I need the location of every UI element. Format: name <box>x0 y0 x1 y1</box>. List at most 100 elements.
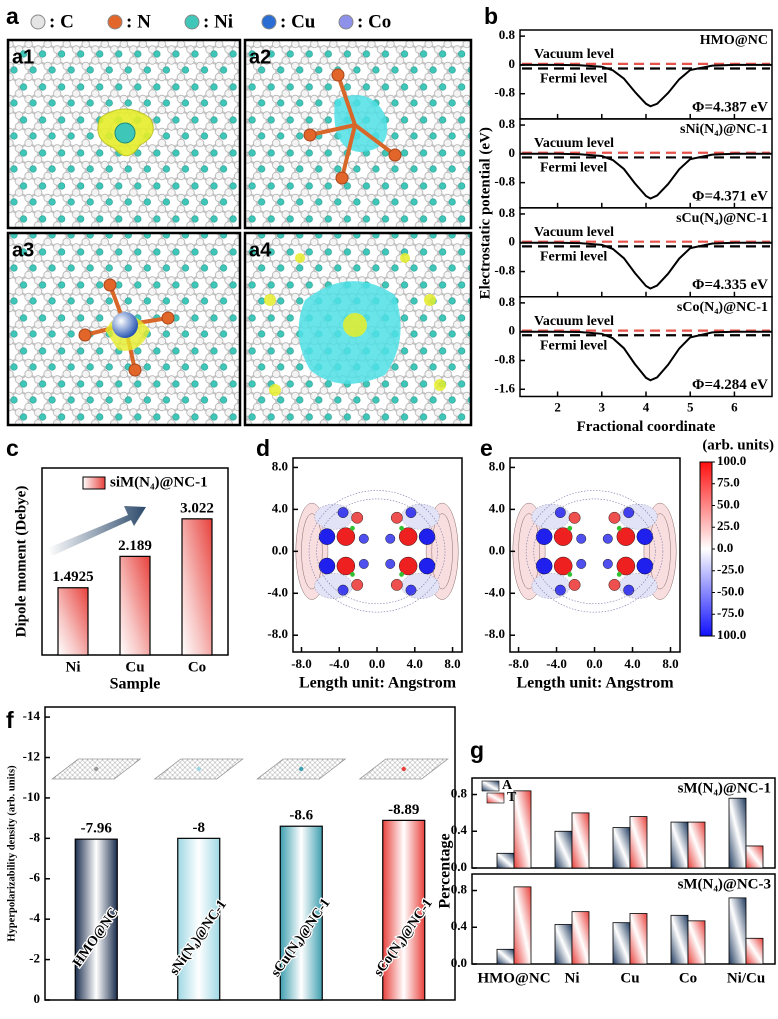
colorbar-tick-label: -25.0 <box>717 562 744 577</box>
y-tick-label: 0.8 <box>499 27 516 42</box>
contour-decor <box>623 584 635 596</box>
x-tick-label: 0.0 <box>586 656 602 671</box>
x-tick-label: -8.0 <box>291 656 312 671</box>
n-atoms <box>78 68 402 377</box>
contour-decor <box>616 525 622 531</box>
bar <box>670 914 689 965</box>
y-tick-label: 0 <box>509 145 516 160</box>
x-tick-label: 4.0 <box>624 656 640 671</box>
contour-decor <box>399 525 404 531</box>
bar <box>687 821 706 869</box>
atom-legend-label: : Cu <box>280 11 316 32</box>
contour-decor <box>358 533 369 544</box>
contour-decor <box>351 579 364 591</box>
bar <box>571 911 590 965</box>
plot-frame <box>44 706 456 1001</box>
contour-decor <box>385 533 396 544</box>
x-tick-label: 0.0 <box>369 656 385 671</box>
y-tick-label: 0 <box>509 323 516 338</box>
bar <box>74 838 118 1001</box>
category-label: Ni/Cu <box>727 970 765 986</box>
contour-decor <box>553 556 573 576</box>
bar <box>728 897 747 965</box>
contour-decor <box>316 498 438 605</box>
y-tick-label: 8.0 <box>272 458 288 473</box>
y-tick-label: 0 <box>34 991 41 1006</box>
colorbar-tick-label: 50.0 <box>717 496 740 511</box>
y-tick-label: 0.8 <box>499 116 516 131</box>
y-tick-label: -10 <box>23 789 40 804</box>
x-tick-label: 3 <box>599 399 606 414</box>
annotation: Φ=4.335 eV <box>692 277 768 293</box>
y-tick-label: 0.0 <box>272 542 288 557</box>
y-tick-label: 4.0 <box>489 500 505 515</box>
y-tick-label: -0.8 <box>494 85 515 100</box>
structure-images <box>6 38 473 427</box>
colorbar <box>699 461 713 637</box>
atom-swatch <box>30 14 46 30</box>
contour-decor <box>401 573 440 599</box>
category-label: HMO@NC <box>477 970 550 986</box>
contour-decor <box>399 556 418 576</box>
x-axis-label: Sample <box>110 676 161 693</box>
panel-label: e <box>480 435 493 461</box>
panel-label: g <box>470 737 484 763</box>
category-label: Cu <box>620 970 639 986</box>
legend-label: T <box>507 790 517 805</box>
y-tick-label: 0.0 <box>489 542 505 557</box>
potential-curve <box>520 330 772 382</box>
colorbar-tick-label: 25.0 <box>717 518 740 533</box>
contour-decor <box>399 527 418 546</box>
bar <box>382 819 426 1001</box>
subplot-title: sM(N₄)@NC-1 <box>678 780 771 796</box>
legend-label: siM(N₄)@NC-1 <box>110 474 208 490</box>
contour-decor <box>554 507 566 518</box>
y-tick-label: -8 <box>29 829 40 844</box>
panel-label: a <box>6 3 19 29</box>
bar <box>745 937 764 965</box>
atom-swatch <box>261 14 277 30</box>
contour-decor <box>336 556 356 576</box>
colorbar-label: (arb. units) <box>702 437 774 453</box>
bar <box>496 948 515 965</box>
colorbar-tick-label: -75.0 <box>717 605 744 620</box>
x-tick-label: 5 <box>687 399 694 414</box>
y-tick-label: 0.4 <box>451 918 468 933</box>
bar <box>513 886 532 965</box>
contour-decor <box>568 511 581 524</box>
y-tick-label: -4.0 <box>484 584 505 599</box>
y-tick-label: 0.8 <box>451 786 468 801</box>
value-label: 2.189 <box>118 538 152 554</box>
reference-label: Fermi level <box>540 161 607 176</box>
y-tick-label: -8.0 <box>267 626 288 641</box>
metal-site <box>299 766 304 772</box>
bar <box>181 518 213 656</box>
y-tick-label: -14 <box>23 708 41 723</box>
category-label: Co <box>679 970 697 986</box>
contour-decor <box>616 556 636 576</box>
y-tick-label: -1.6 <box>494 380 515 395</box>
contour-decor <box>616 572 622 577</box>
contour-decor <box>390 579 403 591</box>
potential-curve <box>520 152 772 200</box>
bar <box>728 797 747 869</box>
x-tick-label: -8.0 <box>508 656 529 671</box>
atom-swatch <box>107 14 123 30</box>
panel-label: d <box>256 435 270 461</box>
bar <box>687 920 706 965</box>
contour-decor <box>636 528 654 545</box>
bar <box>629 816 648 869</box>
y-tick-label: 4.0 <box>272 500 288 515</box>
y-tick-label: -2 <box>29 951 40 966</box>
x-tick-label: 4 <box>643 399 650 414</box>
atom-legend-label: : N <box>126 11 151 32</box>
colorbar-tick-label: 100.0 <box>717 627 746 642</box>
x-tick-label: 4.0 <box>407 656 423 671</box>
value-label: -8 <box>193 820 206 836</box>
reference-label: Fermi level <box>540 338 607 353</box>
y-tick-label: -0.8 <box>494 351 515 366</box>
bar <box>629 913 648 965</box>
bar <box>119 555 151 656</box>
contour-decor <box>308 490 446 613</box>
contour-decor <box>608 511 621 524</box>
